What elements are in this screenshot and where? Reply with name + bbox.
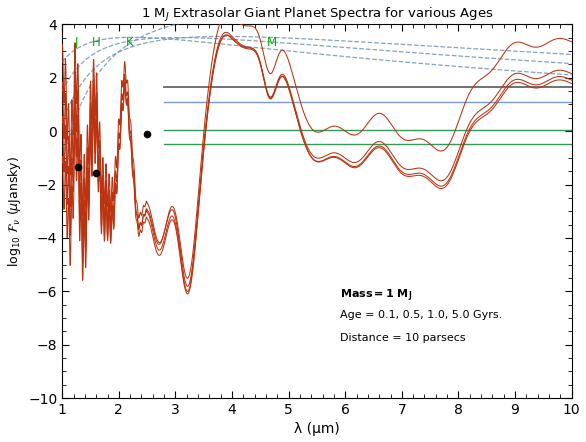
Text: Distance = 10 parsecs: Distance = 10 parsecs <box>340 333 465 343</box>
Text: M: M <box>267 36 277 50</box>
Text: $\bf{Mass = 1\ M_J}$: $\bf{Mass = 1\ M_J}$ <box>340 288 412 304</box>
Text: H: H <box>92 36 101 50</box>
Text: J: J <box>74 36 78 50</box>
Text: Age = 0.1, 0.5, 1.0, 5.0 Gyrs.: Age = 0.1, 0.5, 1.0, 5.0 Gyrs. <box>340 310 502 320</box>
Text: K: K <box>127 36 134 50</box>
X-axis label: λ (μm): λ (μm) <box>294 423 340 436</box>
Y-axis label: log$_{10}$ $\mathcal{F}_\nu$ ($\mu$Jansky): log$_{10}$ $\mathcal{F}_\nu$ ($\mu$Jansk… <box>5 156 22 267</box>
Title: 1 M$_J$ Extrasolar Giant Planet Spectra for various Ages: 1 M$_J$ Extrasolar Giant Planet Spectra … <box>141 6 493 23</box>
